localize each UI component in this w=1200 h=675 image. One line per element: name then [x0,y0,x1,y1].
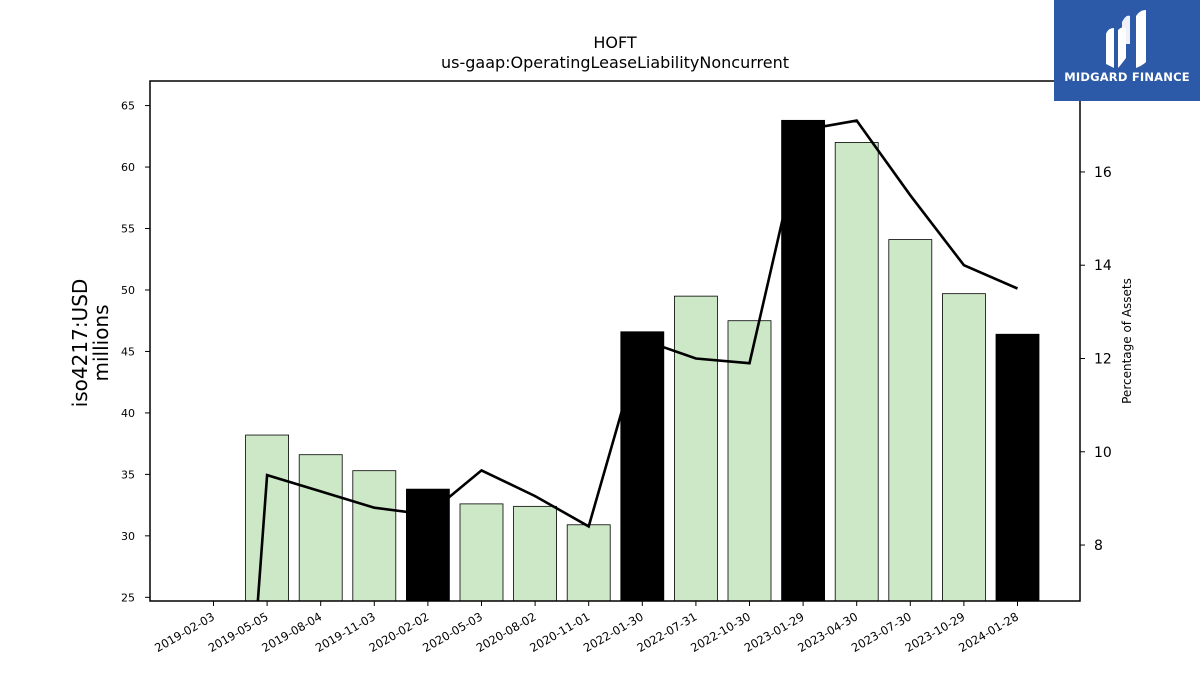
chart-subtitle: us-gaap:OperatingLeaseLiabilityNoncurren… [441,53,789,72]
bar [566,524,611,602]
y2-tick-label: 14 [1094,258,1112,274]
x-tick-label: 2023-07-30 [849,609,914,655]
y2-tick-label: 8 [1094,538,1103,554]
chart-title: HOFT [593,33,637,52]
y-axis-label-line2: millions [89,304,113,381]
bar [352,470,397,602]
y2-tick-label: 12 [1094,351,1112,367]
plot-frame [149,80,1081,602]
line-group [256,119,1019,601]
line-series [256,119,1019,601]
bar [459,503,504,602]
bar [995,333,1040,602]
x-tick-label: 2022-10-30 [688,609,753,655]
logo-mark-icon [1106,10,1146,68]
x-tick-label: 2020-02-02 [367,609,432,655]
x-tick-label: 2019-05-05 [206,609,271,655]
y-tick-label: 35 [121,468,135,481]
y-tick-label: 30 [121,530,135,543]
bar [513,505,557,602]
x-tick-label: 2020-05-03 [420,609,485,655]
x-tick-label: 2024-01-28 [956,609,1021,655]
x-tick-label: 2023-04-30 [795,609,860,655]
x-tick-label: 2019-08-04 [259,609,324,655]
y-tick-label: 45 [121,345,135,358]
bar [888,239,933,602]
x-tick-label: 2023-10-29 [903,609,968,655]
y-tick-label: 40 [121,407,135,420]
bar [674,295,718,602]
bar [781,119,825,602]
bar [727,320,772,602]
bar [620,331,665,602]
bar-group [245,119,1040,602]
x-tick-label: 2023-01-29 [742,609,807,655]
logo-text: MIDGARD FINANCE [1064,70,1190,84]
bar [245,434,290,602]
y2-tick-label: 16 [1094,165,1112,181]
bar [405,488,450,602]
y-tick-label: 65 [121,100,135,113]
y-tick-label: 25 [121,591,135,604]
y-axis-left: 25 30 35 40 45 50 55 60 65 [121,100,150,604]
midgard-finance-logo: MIDGARD FINANCE [1054,0,1200,101]
x-tick-label: 2022-07-31 [635,609,700,655]
x-tick-label: 2019-11-03 [313,609,378,655]
y2-axis-label: Percentage of Assets [1120,278,1134,404]
x-tick-label: 2020-11-01 [527,609,592,655]
y-tick-label: 60 [121,161,135,174]
y-tick-label: 50 [121,284,135,297]
y-axis-right: 8 10 12 14 16 [1080,165,1112,554]
bar [834,142,879,602]
bar [298,454,343,602]
y2-tick-label: 10 [1094,445,1112,461]
x-tick-label: 2019-02-03 [152,609,217,655]
bar [942,293,986,602]
x-axis: 2019-02-032019-05-052019-08-042019-11-03… [152,601,1021,655]
x-tick-label: 2022-01-30 [581,609,646,655]
x-tick-label: 2020-08-02 [474,609,539,655]
y-tick-label: 55 [121,223,135,236]
y-axis-label-line1: iso4217:USD [68,279,92,408]
